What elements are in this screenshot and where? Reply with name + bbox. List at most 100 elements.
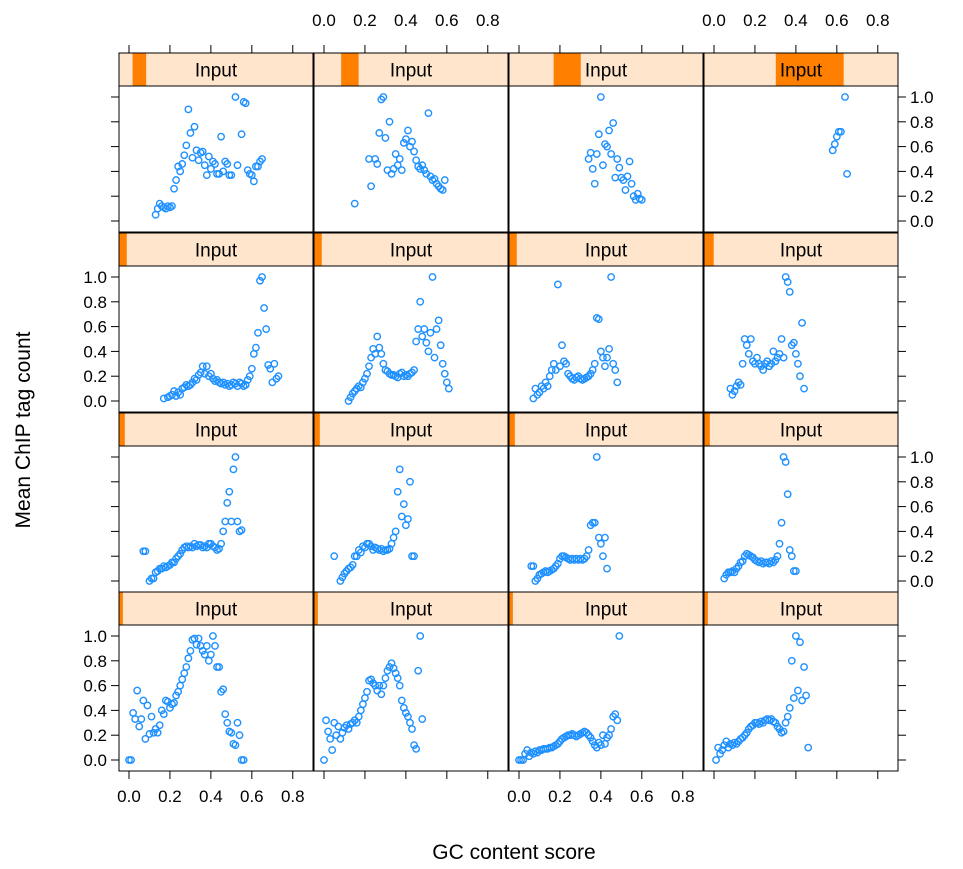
y-tick-label: 0.0	[83, 751, 107, 770]
data-point	[603, 353, 611, 362]
y-tick-label: 1.0	[83, 627, 107, 646]
data-point	[223, 718, 232, 727]
data-point	[584, 155, 593, 163]
data-point	[781, 458, 790, 466]
data-point	[170, 184, 178, 193]
data-point	[395, 465, 404, 474]
data-point	[605, 345, 613, 353]
panel-8: Input	[703, 232, 899, 413]
data-point	[249, 349, 258, 358]
data-point	[393, 674, 402, 683]
data-point	[609, 119, 618, 127]
data-point	[215, 663, 223, 671]
data-point	[153, 728, 162, 737]
data-point	[412, 337, 421, 346]
data-point	[198, 362, 207, 371]
strip-background	[119, 53, 313, 86]
data-point	[621, 186, 630, 194]
data-point	[383, 166, 392, 175]
data-point	[235, 731, 244, 740]
x-axis-title: GC content score	[432, 841, 595, 864]
strip-label: Input	[195, 61, 238, 82]
strip-range-bar	[314, 592, 318, 625]
data-point	[592, 453, 601, 461]
panel-frame	[313, 624, 509, 772]
data-point	[410, 147, 418, 156]
data-point	[247, 364, 256, 373]
data-point	[744, 349, 753, 358]
x-tick-label: 0.8	[671, 787, 695, 806]
data-point	[603, 564, 611, 573]
data-point	[424, 347, 433, 356]
data-point	[227, 517, 236, 526]
panel-frame	[508, 85, 704, 233]
data-point	[828, 146, 837, 155]
data-point	[590, 518, 599, 527]
strip-background	[314, 592, 508, 625]
data-point	[202, 362, 211, 371]
data-point	[794, 686, 802, 695]
data-point	[596, 347, 605, 356]
data-point	[843, 169, 851, 178]
data-point	[172, 176, 180, 184]
data-point	[379, 681, 388, 690]
data-point	[155, 721, 164, 730]
x-tick-label: 0.6	[825, 11, 849, 30]
data-point	[436, 341, 445, 350]
data-point	[627, 179, 636, 188]
strip-background	[509, 53, 703, 86]
data-point	[147, 712, 156, 721]
data-point	[326, 735, 335, 743]
strip-label: Input	[585, 421, 628, 442]
data-point	[607, 150, 616, 158]
data-point	[151, 210, 160, 219]
data-point	[252, 343, 260, 352]
data-point	[375, 343, 384, 352]
strip-range-bar	[119, 592, 123, 625]
data-point	[180, 151, 189, 160]
data-point	[184, 654, 193, 663]
strip-background	[119, 592, 313, 625]
data-point	[363, 369, 371, 378]
x-tick-label: 0.2	[353, 11, 377, 30]
strip-background	[314, 413, 508, 446]
data-point	[406, 718, 414, 727]
data-point	[176, 681, 185, 690]
data-point	[373, 332, 382, 341]
data-point	[613, 716, 622, 725]
data-point	[590, 179, 599, 188]
data-point	[385, 117, 394, 126]
data-point	[775, 539, 784, 548]
x-tick-label: 0.4	[394, 11, 418, 30]
y-tick-label: 0.6	[910, 138, 934, 157]
y-tick-label: 0.2	[910, 547, 934, 566]
panel-frame	[703, 265, 899, 413]
data-point	[558, 341, 566, 350]
panel-frame	[118, 445, 314, 593]
panel-3: Input	[508, 52, 704, 233]
data-point	[430, 353, 439, 362]
data-point	[336, 735, 345, 743]
data-point	[777, 335, 786, 343]
data-point	[599, 353, 607, 362]
panel-frame	[313, 85, 509, 233]
data-point	[783, 712, 792, 721]
data-point	[787, 552, 796, 561]
panel-9: Input	[118, 412, 314, 593]
strip-background	[704, 592, 898, 625]
strip-label: Input	[780, 600, 823, 621]
panel-frame	[508, 265, 704, 413]
data-point	[143, 701, 152, 710]
data-point	[209, 632, 217, 640]
strip-label: Input	[585, 241, 628, 262]
strip-label: Input	[390, 241, 433, 262]
y-tick-label: 0.2	[83, 367, 107, 386]
panel-7: Input	[508, 232, 704, 413]
data-point	[404, 515, 412, 523]
data-point	[223, 498, 232, 507]
y-axis-title: Mean ChIP tag count	[12, 331, 35, 528]
data-point	[738, 359, 747, 368]
data-point	[594, 533, 603, 542]
data-point	[418, 332, 427, 341]
data-point	[529, 394, 538, 403]
